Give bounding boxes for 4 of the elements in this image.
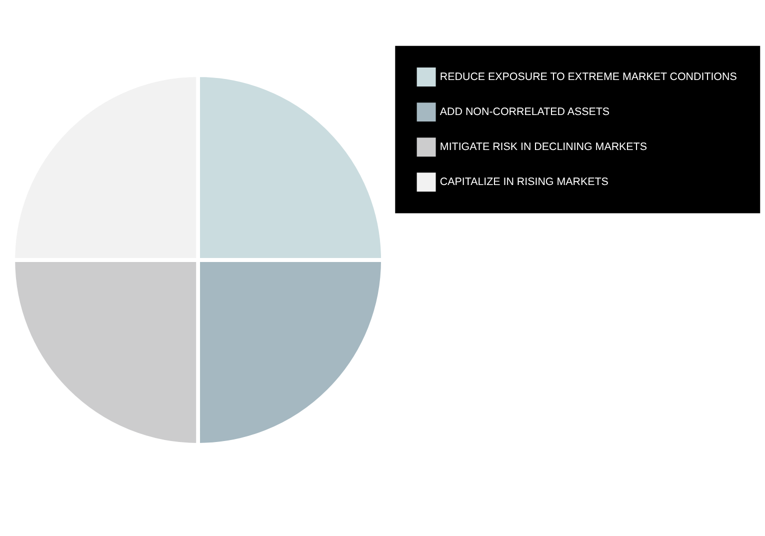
legend-label: MITIGATE RISK IN DECLINING MARKETS bbox=[440, 141, 647, 154]
legend-label: CAPITALIZE IN RISING MARKETS bbox=[440, 176, 608, 188]
legend-label: ADD NON-CORRELATED ASSETS bbox=[440, 106, 610, 118]
legend-label: REDUCE EXPOSURE TO EXTREME MARKET CONDITIONS bbox=[440, 70, 737, 83]
